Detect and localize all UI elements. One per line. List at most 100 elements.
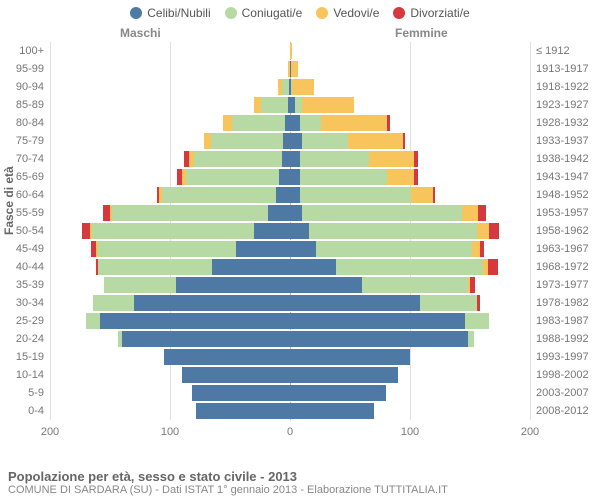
- bar-segment: [223, 115, 233, 131]
- bar-segment: [489, 223, 499, 239]
- bar-segment: [414, 151, 419, 167]
- age-tick: 70-74: [16, 150, 44, 168]
- birth-tick: 1973-1977: [536, 276, 589, 294]
- age-row: 80-841928-1932: [50, 114, 530, 132]
- age-row: 60-641948-1952: [50, 186, 530, 204]
- bar-segment: [414, 169, 419, 185]
- age-tick: 55-59: [16, 204, 44, 222]
- bar-segment: [194, 151, 282, 167]
- bar-segment: [254, 223, 290, 239]
- bar-female: [290, 133, 405, 149]
- bar-segment: [290, 259, 336, 275]
- bar-segment: [112, 205, 268, 221]
- age-tick: 50-54: [16, 222, 44, 240]
- age-tick: 20-24: [16, 330, 44, 348]
- age-tick: 90-94: [16, 78, 44, 96]
- age-row: 40-441968-1972: [50, 258, 530, 276]
- bar-segment: [300, 169, 388, 185]
- bar-segment: [295, 97, 302, 113]
- bar-segment: [290, 133, 302, 149]
- bar-segment: [387, 115, 389, 131]
- birth-tick: 1918-1922: [536, 78, 589, 96]
- legend: Celibi/NubiliConiugati/eVedovi/eDivorzia…: [0, 6, 600, 20]
- bar-segment: [92, 223, 254, 239]
- bar-segment: [369, 151, 413, 167]
- bar-segment: [362, 277, 468, 293]
- bar-segment: [480, 241, 485, 257]
- bar-segment: [100, 313, 290, 329]
- age-tick: 15-19: [16, 348, 44, 366]
- bar-segment: [290, 43, 292, 59]
- age-tick: 95-99: [16, 60, 44, 78]
- age-row: 100+≤ 1912: [50, 42, 530, 60]
- bar-segment: [472, 241, 479, 257]
- bar-segment: [82, 223, 89, 239]
- bar-segment: [478, 205, 485, 221]
- x-tick-label: 200: [521, 426, 539, 438]
- age-row: 85-891923-1927: [50, 96, 530, 114]
- bar-male: [103, 205, 290, 221]
- bar-segment: [236, 241, 290, 257]
- bar-segment: [290, 187, 300, 203]
- legend-item: Vedovi/e: [316, 6, 379, 20]
- bar-female: [290, 61, 298, 77]
- age-row: 65-691943-1947: [50, 168, 530, 186]
- bar-female: [290, 349, 410, 365]
- x-tick-label: 0: [287, 426, 293, 438]
- bar-segment: [291, 61, 298, 77]
- birth-tick: ≤ 1912: [536, 42, 570, 60]
- bar-male: [254, 97, 290, 113]
- bar-female: [290, 259, 498, 275]
- bar-segment: [176, 277, 290, 293]
- bar-segment: [122, 331, 290, 347]
- bar-segment: [309, 223, 477, 239]
- bar-segment: [477, 223, 489, 239]
- bar-segment: [300, 187, 412, 203]
- bar-segment: [162, 187, 276, 203]
- age-tick: 35-39: [16, 276, 44, 294]
- x-tick-label: 200: [41, 426, 59, 438]
- legend-item: Divorziati/e: [393, 6, 469, 20]
- bar-segment: [279, 169, 290, 185]
- bar-segment: [282, 79, 289, 95]
- birth-tick: 1923-1927: [536, 96, 589, 114]
- age-row: 50-541958-1962: [50, 222, 530, 240]
- female-heading: Femmine: [395, 26, 448, 40]
- bar-segment: [465, 313, 489, 329]
- bar-male: [184, 151, 290, 167]
- age-tick: 5-9: [28, 384, 44, 402]
- bar-segment: [211, 133, 283, 149]
- bar-segment: [268, 205, 290, 221]
- bar-segment: [290, 385, 386, 401]
- birth-tick: 1968-1972: [536, 258, 589, 276]
- age-tick: 45-49: [16, 240, 44, 258]
- x-tick-label: 100: [401, 426, 419, 438]
- bar-female: [290, 385, 386, 401]
- bar-female: [290, 151, 418, 167]
- bar-segment: [302, 97, 354, 113]
- plot-area: 2001000100200100+≤ 191295-991913-191790-…: [50, 42, 530, 442]
- age-row: 0-42008-2012: [50, 402, 530, 420]
- legend-label: Celibi/Nubili: [147, 6, 210, 20]
- bar-segment: [290, 331, 468, 347]
- birth-tick: 1938-1942: [536, 150, 589, 168]
- age-row: 90-941918-1922: [50, 78, 530, 96]
- age-tick: 25-29: [16, 312, 44, 330]
- bar-female: [290, 403, 374, 419]
- chart-footer: Popolazione per età, sesso e stato civil…: [8, 469, 592, 496]
- birth-tick: 1988-1992: [536, 330, 589, 348]
- bar-male: [192, 385, 290, 401]
- birth-tick: 1913-1917: [536, 60, 589, 78]
- legend-item: Celibi/Nubili: [130, 6, 210, 20]
- age-row: 95-991913-1917: [50, 60, 530, 78]
- bar-segment: [103, 205, 110, 221]
- bar-segment: [468, 331, 474, 347]
- bar-segment: [292, 79, 314, 95]
- bar-female: [290, 241, 484, 257]
- bar-segment: [290, 367, 398, 383]
- bar-female: [290, 277, 475, 293]
- age-tick: 0-4: [28, 402, 44, 420]
- bar-segment: [290, 151, 300, 167]
- age-tick: 85-89: [16, 96, 44, 114]
- bar-male: [177, 169, 290, 185]
